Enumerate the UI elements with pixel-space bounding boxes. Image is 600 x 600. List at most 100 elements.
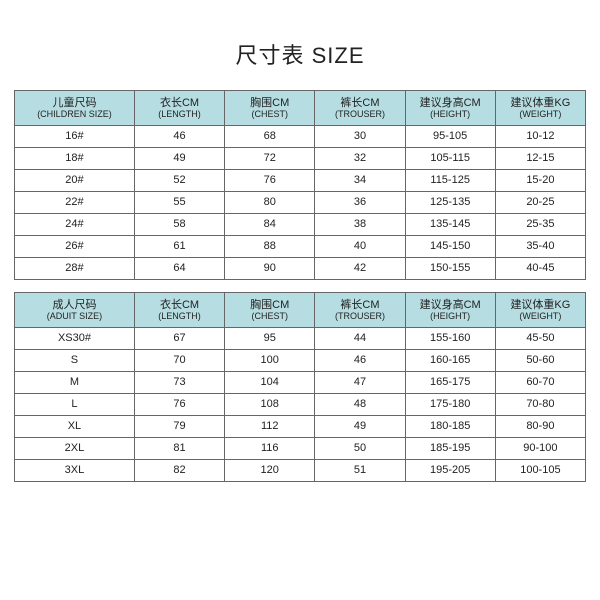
column-header: 儿童尺码(CHILDREN SIZE) bbox=[15, 91, 135, 126]
header-cn: 裤长CM bbox=[315, 97, 404, 110]
header-cn: 建议身高CM bbox=[406, 97, 495, 110]
table-cell: 82 bbox=[134, 460, 224, 482]
table-cell: 51 bbox=[315, 460, 405, 482]
table-cell: 12-15 bbox=[495, 148, 585, 170]
size-chart: 尺寸表 SIZE 儿童尺码(CHILDREN SIZE)衣长CM(LENGTH)… bbox=[0, 0, 600, 600]
header-cn: 衣长CM bbox=[135, 97, 224, 110]
table-cell: 32 bbox=[315, 148, 405, 170]
column-header: 建议体重KG(WEIGHT) bbox=[495, 91, 585, 126]
column-header: 胸围CM(CHEST) bbox=[225, 91, 315, 126]
header-cn: 建议身高CM bbox=[406, 299, 495, 312]
table-cell: 88 bbox=[225, 236, 315, 258]
table-row: 24#588438135-14525-35 bbox=[15, 214, 586, 236]
column-header: 建议身高CM(HEIGHT) bbox=[405, 91, 495, 126]
table-cell: 70 bbox=[134, 350, 224, 372]
header-en: (CHEST) bbox=[225, 109, 314, 119]
header-cn: 衣长CM bbox=[135, 299, 224, 312]
table-cell: 81 bbox=[134, 438, 224, 460]
table-row: S7010046160-16550-60 bbox=[15, 350, 586, 372]
table-cell: 38 bbox=[315, 214, 405, 236]
table-cell: 90-100 bbox=[495, 438, 585, 460]
table-row: M7310447165-17560-70 bbox=[15, 372, 586, 394]
table-cell: 18# bbox=[15, 148, 135, 170]
table-cell: 150-155 bbox=[405, 258, 495, 280]
table-row: 20#527634115-12515-20 bbox=[15, 170, 586, 192]
table-cell: 112 bbox=[225, 416, 315, 438]
table-cell: XL bbox=[15, 416, 135, 438]
column-header: 建议体重KG(WEIGHT) bbox=[495, 293, 585, 328]
table-row: 26#618840145-15035-40 bbox=[15, 236, 586, 258]
table-cell: 36 bbox=[315, 192, 405, 214]
table-cell: 44 bbox=[315, 328, 405, 350]
header-en: (HEIGHT) bbox=[406, 109, 495, 119]
table-cell: 55 bbox=[134, 192, 224, 214]
table-cell: 76 bbox=[225, 170, 315, 192]
column-header: 衣长CM(LENGTH) bbox=[134, 91, 224, 126]
table-cell: 58 bbox=[134, 214, 224, 236]
children-header-row: 儿童尺码(CHILDREN SIZE)衣长CM(LENGTH)胸围CM(CHES… bbox=[15, 91, 586, 126]
table-cell: 46 bbox=[315, 350, 405, 372]
table-cell: 28# bbox=[15, 258, 135, 280]
column-header: 裤长CM(TROUSER) bbox=[315, 91, 405, 126]
table-cell: 24# bbox=[15, 214, 135, 236]
header-en: (CHILDREN SIZE) bbox=[15, 109, 134, 119]
section-gap bbox=[15, 280, 586, 293]
table-cell: 47 bbox=[315, 372, 405, 394]
table-cell: 84 bbox=[225, 214, 315, 236]
table-cell: 3XL bbox=[15, 460, 135, 482]
table-row: XS30#679544155-16045-50 bbox=[15, 328, 586, 350]
table-cell: 116 bbox=[225, 438, 315, 460]
table-cell: 120 bbox=[225, 460, 315, 482]
table-cell: 67 bbox=[134, 328, 224, 350]
table-cell: XS30# bbox=[15, 328, 135, 350]
table-cell: 52 bbox=[134, 170, 224, 192]
header-en: (TROUSER) bbox=[315, 311, 404, 321]
header-cn: 儿童尺码 bbox=[15, 97, 134, 110]
table-cell: 100 bbox=[225, 350, 315, 372]
table-row: XL7911249180-18580-90 bbox=[15, 416, 586, 438]
table-cell: 40-45 bbox=[495, 258, 585, 280]
table-cell: 34 bbox=[315, 170, 405, 192]
table-cell: 72 bbox=[225, 148, 315, 170]
table-cell: 10-12 bbox=[495, 126, 585, 148]
column-header: 衣长CM(LENGTH) bbox=[134, 293, 224, 328]
header-en: (TROUSER) bbox=[315, 109, 404, 119]
header-cn: 建议体重KG bbox=[496, 97, 585, 110]
header-cn: 胸围CM bbox=[225, 299, 314, 312]
header-cn: 裤长CM bbox=[315, 299, 404, 312]
column-header: 胸围CM(CHEST) bbox=[225, 293, 315, 328]
table-cell: M bbox=[15, 372, 135, 394]
table-cell: 104 bbox=[225, 372, 315, 394]
table-row: 22#558036125-13520-25 bbox=[15, 192, 586, 214]
table-cell: 160-165 bbox=[405, 350, 495, 372]
header-en: (WEIGHT) bbox=[496, 311, 585, 321]
table-cell: 185-195 bbox=[405, 438, 495, 460]
children-body: 16#46683095-10510-1218#497232105-11512-1… bbox=[15, 126, 586, 280]
table-cell: 195-205 bbox=[405, 460, 495, 482]
size-table: 儿童尺码(CHILDREN SIZE)衣长CM(LENGTH)胸围CM(CHES… bbox=[14, 90, 586, 482]
table-cell: 2XL bbox=[15, 438, 135, 460]
table-cell: 68 bbox=[225, 126, 315, 148]
table-cell: 175-180 bbox=[405, 394, 495, 416]
table-cell: 90 bbox=[225, 258, 315, 280]
table-cell: 20# bbox=[15, 170, 135, 192]
table-row: 2XL8111650185-19590-100 bbox=[15, 438, 586, 460]
table-cell: 155-160 bbox=[405, 328, 495, 350]
table-cell: 25-35 bbox=[495, 214, 585, 236]
header-cn: 成人尺码 bbox=[15, 299, 134, 312]
header-en: (HEIGHT) bbox=[406, 311, 495, 321]
table-cell: 61 bbox=[134, 236, 224, 258]
column-header: 成人尺码(ADUIT SIZE) bbox=[15, 293, 135, 328]
table-cell: 64 bbox=[134, 258, 224, 280]
header-en: (LENGTH) bbox=[135, 311, 224, 321]
table-cell: 79 bbox=[134, 416, 224, 438]
adult-header-row: 成人尺码(ADUIT SIZE)衣长CM(LENGTH)胸围CM(CHEST)裤… bbox=[15, 293, 586, 328]
table-cell: 30 bbox=[315, 126, 405, 148]
table-cell: 15-20 bbox=[495, 170, 585, 192]
column-header: 建议身高CM(HEIGHT) bbox=[405, 293, 495, 328]
table-cell: 108 bbox=[225, 394, 315, 416]
table-row: 16#46683095-10510-12 bbox=[15, 126, 586, 148]
table-cell: 115-125 bbox=[405, 170, 495, 192]
table-cell: 50-60 bbox=[495, 350, 585, 372]
header-en: (ADUIT SIZE) bbox=[15, 311, 134, 321]
